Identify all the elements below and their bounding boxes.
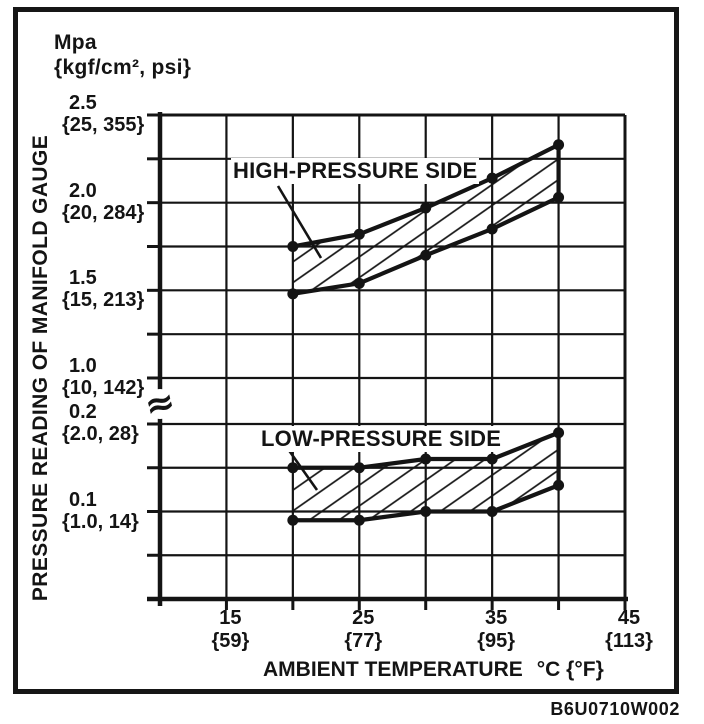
low-pressure-leader-line bbox=[286, 448, 319, 491]
x-axis-title: AMBIENT TEMPERATURE °C {°F} bbox=[263, 658, 604, 682]
y-axis-unit-line2: {kgf/cm², psi} bbox=[54, 56, 192, 79]
data-point bbox=[353, 462, 365, 474]
high-pressure-band-label: HIGH-PRESSURE SIDE bbox=[231, 158, 480, 184]
data-point bbox=[553, 479, 565, 491]
data-point bbox=[486, 223, 498, 235]
data-point bbox=[353, 277, 365, 289]
data-point bbox=[486, 172, 498, 184]
axis-break-mask bbox=[145, 389, 175, 419]
data-point bbox=[287, 241, 299, 252]
low-pressure-band bbox=[287, 427, 565, 526]
high-pressure-leader-line bbox=[276, 185, 323, 259]
data-point bbox=[553, 191, 565, 203]
data-point bbox=[486, 453, 498, 465]
data-point bbox=[287, 462, 299, 474]
data-point bbox=[287, 514, 299, 526]
data-point bbox=[287, 288, 299, 300]
high-pressure-band bbox=[287, 139, 565, 300]
y-axis-unit-label: Mpa {kgf/cm², psi} bbox=[54, 30, 191, 80]
data-point bbox=[420, 506, 432, 517]
data-point bbox=[553, 427, 565, 439]
axis-tick-marks bbox=[147, 113, 627, 610]
data-point bbox=[353, 228, 365, 240]
figure-border bbox=[13, 7, 679, 694]
data-point bbox=[420, 202, 432, 214]
data-point bbox=[420, 249, 432, 261]
y-axis-unit-line1: Mpa bbox=[54, 31, 97, 54]
x-axis-unit: °C {°F} bbox=[536, 658, 604, 681]
data-point bbox=[486, 506, 498, 517]
y-axis-title: PRESSURE READING OF MANIFOLD GAUGE bbox=[29, 134, 52, 602]
data-point bbox=[353, 514, 365, 526]
low-pressure-band-label: LOW-PRESSURE SIDE bbox=[259, 426, 504, 452]
data-point bbox=[553, 139, 565, 151]
x-axis-title-text: AMBIENT TEMPERATURE bbox=[263, 658, 523, 681]
axis-break-symbol: ≈ bbox=[140, 380, 179, 427]
data-point bbox=[420, 453, 432, 465]
figure-code: B6U0710W002 bbox=[550, 699, 680, 719]
